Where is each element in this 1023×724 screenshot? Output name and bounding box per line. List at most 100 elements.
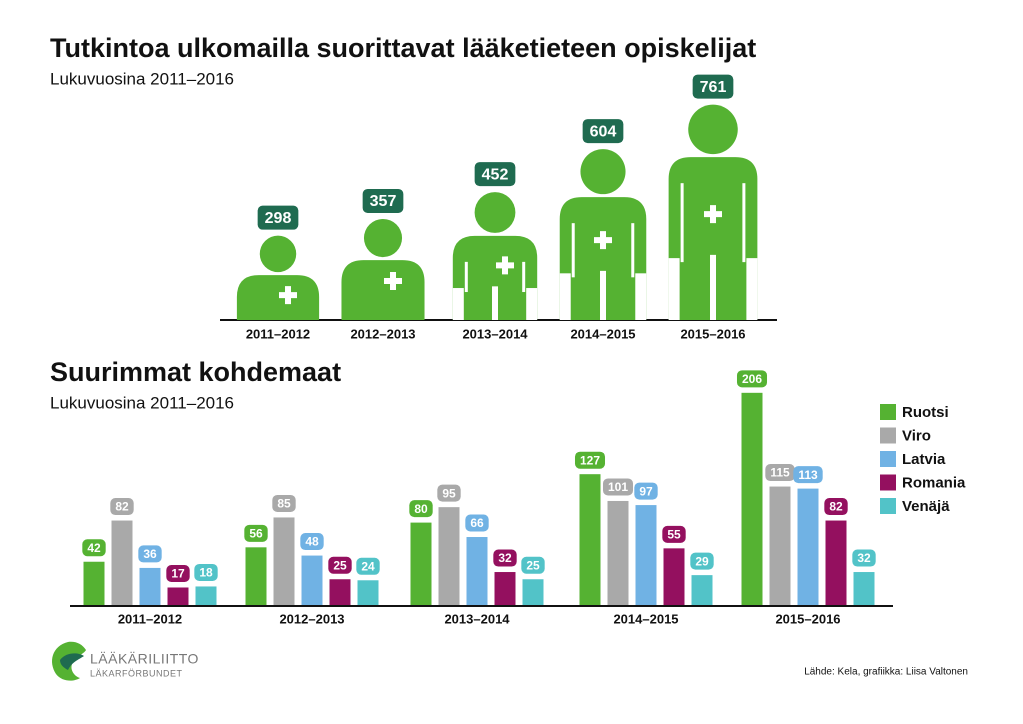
person [452,192,538,320]
x-tick-label: 2013–2014 [444,611,510,626]
value-label-box [852,549,876,567]
value-label: 357 [370,193,397,210]
legend-label: Ruotsi [902,404,949,421]
leg-gap [492,286,498,320]
value-label-box [582,119,624,144]
value-label-box [110,498,134,516]
value-label-box [692,74,734,99]
value-label-box [409,500,433,518]
person [559,149,647,320]
value-label-box [82,539,106,557]
value-label: 101 [608,480,628,494]
value-label: 24 [361,559,375,573]
x-tick-label: 2015–2016 [680,326,745,341]
legend-swatch [880,498,896,514]
arm-gap [452,288,464,320]
source: Lähde: Kela, grafiikka: Liisa Valtonen [804,667,968,678]
value-label: 115 [770,466,790,480]
legend-swatch [880,427,896,444]
bar [522,579,544,605]
value-label-box [138,545,162,563]
value-label-box [362,188,404,213]
legend-label: Viro [902,427,931,444]
legend-swatch [880,404,896,420]
bar [139,567,161,605]
bar [663,548,685,605]
person-body [668,157,758,320]
value-label-box [356,557,380,575]
value-label: 55 [667,528,681,542]
x-tick-label: 2014–2015 [570,326,635,341]
person-body [341,260,425,320]
logo-title: LÄÄKÄRILIITTO [90,651,199,667]
bar [195,586,217,605]
person-head [580,149,626,195]
value-label-box [437,484,461,502]
bar [825,520,847,605]
legend-swatch [880,474,896,491]
bar [410,522,432,605]
value-label: 36 [143,547,157,561]
legend-swatch [880,451,896,467]
bar [853,572,875,605]
value-label: 29 [695,554,709,568]
arm-gap [635,273,647,320]
value-label-box [574,451,606,469]
arm-gap [559,273,571,320]
legend-label: Latvia [902,451,946,468]
bar [635,505,657,605]
cross [496,256,514,275]
cross [384,272,402,291]
bar [245,547,267,605]
value-label-box [521,556,545,574]
value-label-box [272,494,296,512]
arm-gap [631,223,635,278]
value-label: 298 [265,210,292,227]
bar [769,486,791,605]
arm-gap [680,183,684,263]
bar [607,500,629,605]
value-label: 25 [333,558,347,572]
person-head [688,104,738,155]
person-head [363,218,403,258]
person-body [236,275,320,320]
bar [83,561,105,605]
arm-gap [668,258,680,320]
value-label: 18 [199,566,213,580]
leg-gap [600,270,606,320]
leg-gap [710,254,716,320]
value-label: 42 [87,541,101,555]
person [236,235,320,320]
legend-label: Romania [902,474,966,491]
chart-subtitle: Lukuvuosina 2011–2016 [50,69,234,88]
x-tick-label: 2012–2013 [350,326,415,341]
arm-gap [526,288,538,320]
value-label: 113 [798,468,818,482]
value-label-box [662,525,686,543]
value-label-box [824,498,848,516]
arm-gap [746,258,758,320]
person-body [559,197,647,320]
value-label-box [690,552,714,570]
x-tick-label: 2014–2015 [613,611,678,626]
value-label: 85 [277,497,291,511]
value-label: 32 [498,551,512,565]
bar [579,474,601,605]
value-label-box [166,564,190,582]
value-label-box [465,514,489,532]
bar [273,517,295,605]
arm-gap [742,183,746,263]
value-label: 66 [470,516,484,530]
x-tick-label: 2013–2014 [462,326,528,341]
value-label-box [736,370,768,388]
x-tick-label: 2011–2012 [118,611,182,626]
person-body [452,235,538,320]
value-label: 25 [526,558,540,572]
value-label: 82 [115,500,129,514]
x-tick-label: 2015–2016 [775,611,840,626]
chart-subtitle: Lukuvuosina 2011–2016 [50,393,234,412]
value-label: 97 [639,484,653,498]
cross [594,231,612,250]
arm-gap [571,223,575,278]
arm-gap [464,261,468,293]
